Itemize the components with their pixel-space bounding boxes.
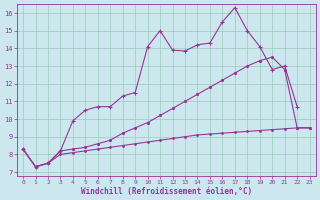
X-axis label: Windchill (Refroidissement éolien,°C): Windchill (Refroidissement éolien,°C) bbox=[81, 187, 252, 196]
